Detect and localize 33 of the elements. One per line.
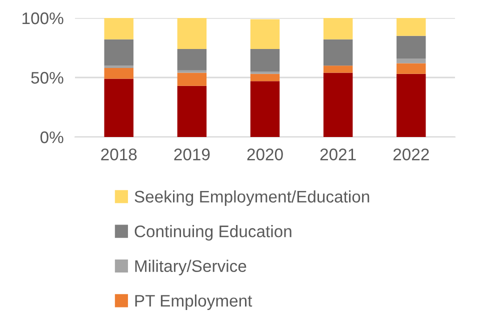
y-tick-label: 50% [31,72,64,84]
bar [250,74,280,82]
bar [104,39,134,66]
x-tick-label: 2021 [320,148,356,160]
bar [323,66,353,73]
x-tick-label: 2020 [247,148,283,160]
bar [250,48,280,72]
legend-label: PT Employment [135,294,252,310]
x-tick-label: 2018 [101,148,137,160]
bar [177,72,207,86]
bar [323,39,353,66]
bar [323,72,353,137]
bar [250,81,280,137]
bar [177,86,207,137]
bar [396,58,426,64]
legend-label: Military/Service [135,260,246,276]
bar [104,78,134,137]
bar [396,18,426,36]
bar [104,18,134,40]
bar [323,18,353,40]
bar [177,18,207,49]
legend-label: Seeking Employment/Education [134,190,370,206]
bar [396,36,426,58]
bar [250,19,280,49]
bar [396,63,426,74]
bar [104,68,134,79]
y-tick-label: 100% [22,12,64,24]
bar [396,74,426,137]
y-tick-label: 0% [40,131,64,144]
legend-label: Continuing Education [134,225,292,241]
bar [177,48,207,70]
x-tick-label: 2022 [393,148,429,160]
x-tick-label: 2019 [174,148,210,160]
